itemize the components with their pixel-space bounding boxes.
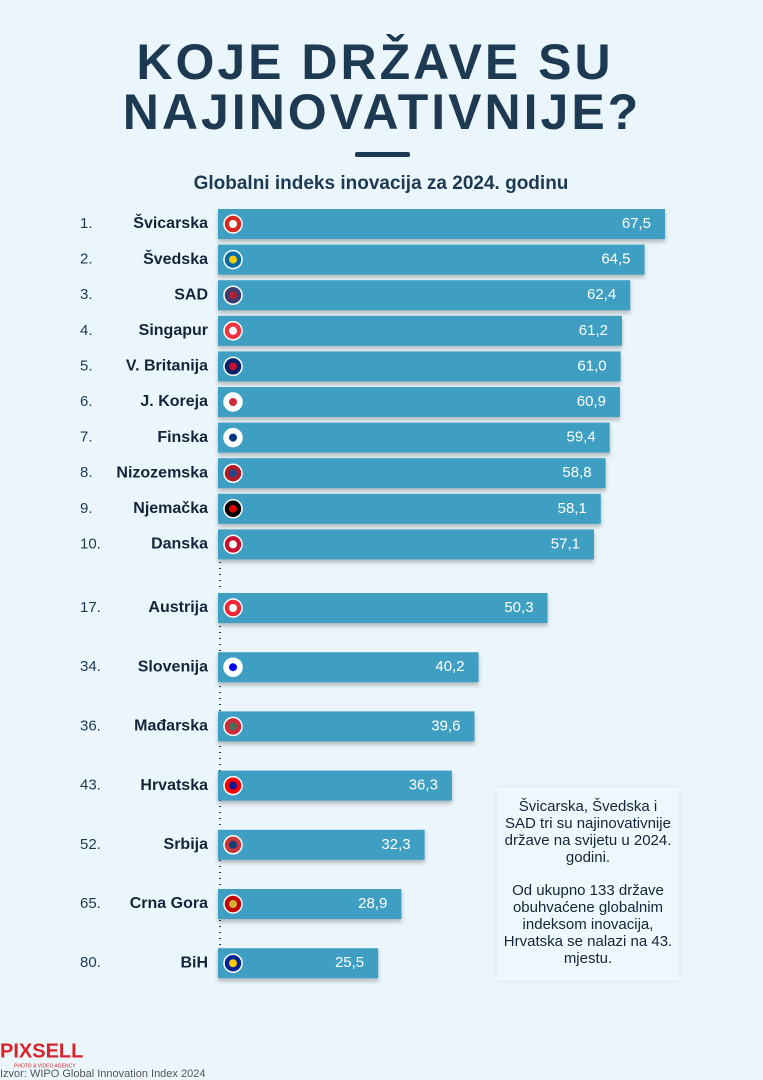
category-label: J. Koreja <box>140 393 208 410</box>
category-label: Austrija <box>148 599 208 616</box>
source: Izvor: WIPO Global Innovation Index 2024 <box>0 1068 205 1080</box>
rank: 5. <box>80 357 93 374</box>
rank: 80. <box>80 954 101 971</box>
category-label: Finska <box>157 429 208 446</box>
flag <box>229 781 237 790</box>
rank: 4. <box>80 322 93 339</box>
subtitle: Globalni indeks inovacija za 2024. godin… <box>194 173 569 194</box>
rank: 34. <box>80 658 101 675</box>
bar <box>218 244 645 275</box>
note-box: Švicarska, Švedska i SAD tri su najinova… <box>497 788 679 980</box>
bar <box>218 387 620 417</box>
flag <box>229 840 237 849</box>
rank: 2. <box>80 251 93 268</box>
bar <box>218 493 601 524</box>
flag <box>229 398 237 406</box>
flag <box>229 469 237 478</box>
value-label: 39,6 <box>431 717 460 734</box>
value-label: 36,3 <box>409 777 438 794</box>
flag <box>229 959 237 968</box>
flag <box>229 255 237 264</box>
divider <box>355 152 410 157</box>
value-label: 58,1 <box>558 500 587 517</box>
bar <box>218 351 621 382</box>
note: Od ukupno 133 državе obuhvaćene globalni… <box>503 882 673 967</box>
flag <box>229 604 237 612</box>
category-label: V. Britanija <box>126 358 208 375</box>
value-label: 25,5 <box>335 954 364 971</box>
value-label: 60,9 <box>577 393 606 410</box>
title: KOJE DRŽAVE SU <box>136 34 613 90</box>
category-label: Hrvatska <box>140 777 208 794</box>
flag <box>229 291 237 300</box>
title: NAJINOVATIVNIJE? <box>123 84 641 140</box>
bar <box>218 315 622 346</box>
rank: 8. <box>80 464 93 481</box>
rank: 3. <box>80 286 93 303</box>
bar <box>218 458 606 489</box>
bar <box>218 209 666 239</box>
rank: 52. <box>80 836 101 853</box>
bar <box>218 948 379 979</box>
value-label: 50,3 <box>504 599 533 616</box>
rank: 1. <box>80 215 93 232</box>
rank: 10. <box>80 535 101 552</box>
bar <box>218 652 479 683</box>
bar <box>218 770 452 801</box>
rank: 17. <box>80 599 101 616</box>
flag <box>229 433 237 442</box>
category-label: Danska <box>151 536 208 553</box>
category-label: BiH <box>180 954 208 971</box>
value-label: 59,4 <box>566 429 595 446</box>
value-label: 58,8 <box>562 464 591 481</box>
category-label: Nizozemska <box>116 464 208 481</box>
value-label: 64,5 <box>601 251 630 268</box>
flag <box>229 540 237 549</box>
value-label: 61,2 <box>579 322 608 339</box>
flag <box>229 504 237 513</box>
rank: 36. <box>80 717 101 734</box>
category-label: Švicarska <box>133 213 208 232</box>
value-label: 61,0 <box>577 357 606 374</box>
logo-sub: PHOTO & VIDEO AGENCY <box>14 1063 76 1069</box>
logo: PIXSELL <box>0 1040 83 1062</box>
value-label: 28,9 <box>358 895 387 912</box>
bar <box>218 422 610 453</box>
rank: 7. <box>80 429 93 446</box>
note: Švicarska, Švedska i SAD tri su najinova… <box>504 798 672 866</box>
value-label: 62,4 <box>587 286 616 303</box>
bar <box>218 593 548 623</box>
value-label: 67,5 <box>622 215 651 232</box>
value-label: 40,2 <box>435 658 464 675</box>
rank: 6. <box>80 393 93 410</box>
flag <box>229 362 237 371</box>
category-label: Mađarska <box>134 718 208 735</box>
value-label: 32,3 <box>381 836 410 853</box>
bar <box>218 280 631 311</box>
flag <box>229 900 237 908</box>
bar <box>218 829 425 860</box>
rank: 43. <box>80 777 101 794</box>
bar <box>218 711 475 742</box>
category-label: Singapur <box>139 322 208 339</box>
rank: 9. <box>80 500 93 517</box>
category-label: Švedska <box>143 249 208 268</box>
category-label: Njemačka <box>133 500 208 517</box>
bar <box>218 889 402 919</box>
category-label: Srbija <box>164 836 209 853</box>
category-label: SAD <box>174 286 208 303</box>
bar <box>218 529 594 560</box>
category-label: Slovenija <box>138 658 208 675</box>
flag <box>229 326 237 335</box>
flag <box>229 663 237 672</box>
rank: 65. <box>80 895 101 912</box>
category-label: Crna Gora <box>130 895 208 912</box>
flag <box>229 220 237 228</box>
flag <box>229 722 237 731</box>
value-label: 57,1 <box>551 535 580 552</box>
